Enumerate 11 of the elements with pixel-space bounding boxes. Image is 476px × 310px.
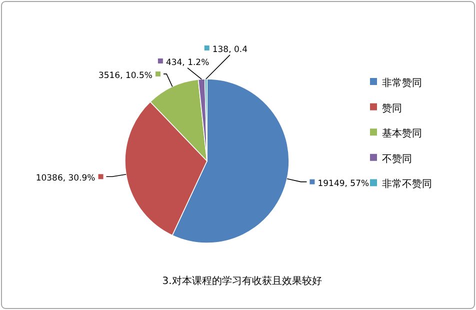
data-label: 3516, 10.5% bbox=[98, 70, 153, 81]
data-label: 19149, 57% bbox=[318, 178, 370, 189]
data-label: 138, 0.4 bbox=[212, 44, 248, 55]
legend-label: 非常不赞同 bbox=[382, 178, 432, 190]
data-label: 10386, 30.9% bbox=[36, 174, 96, 184]
legend-label: 赞同 bbox=[382, 102, 402, 114]
legend-label: 基本赞同 bbox=[382, 128, 422, 140]
legend-label: 不赞同 bbox=[382, 152, 412, 165]
legend-label: 非常赞同 bbox=[382, 77, 422, 89]
data-label: 434, 1.2% bbox=[166, 58, 210, 68]
text: 3.对本课程的学习有收获且效果较好 bbox=[162, 275, 322, 287]
